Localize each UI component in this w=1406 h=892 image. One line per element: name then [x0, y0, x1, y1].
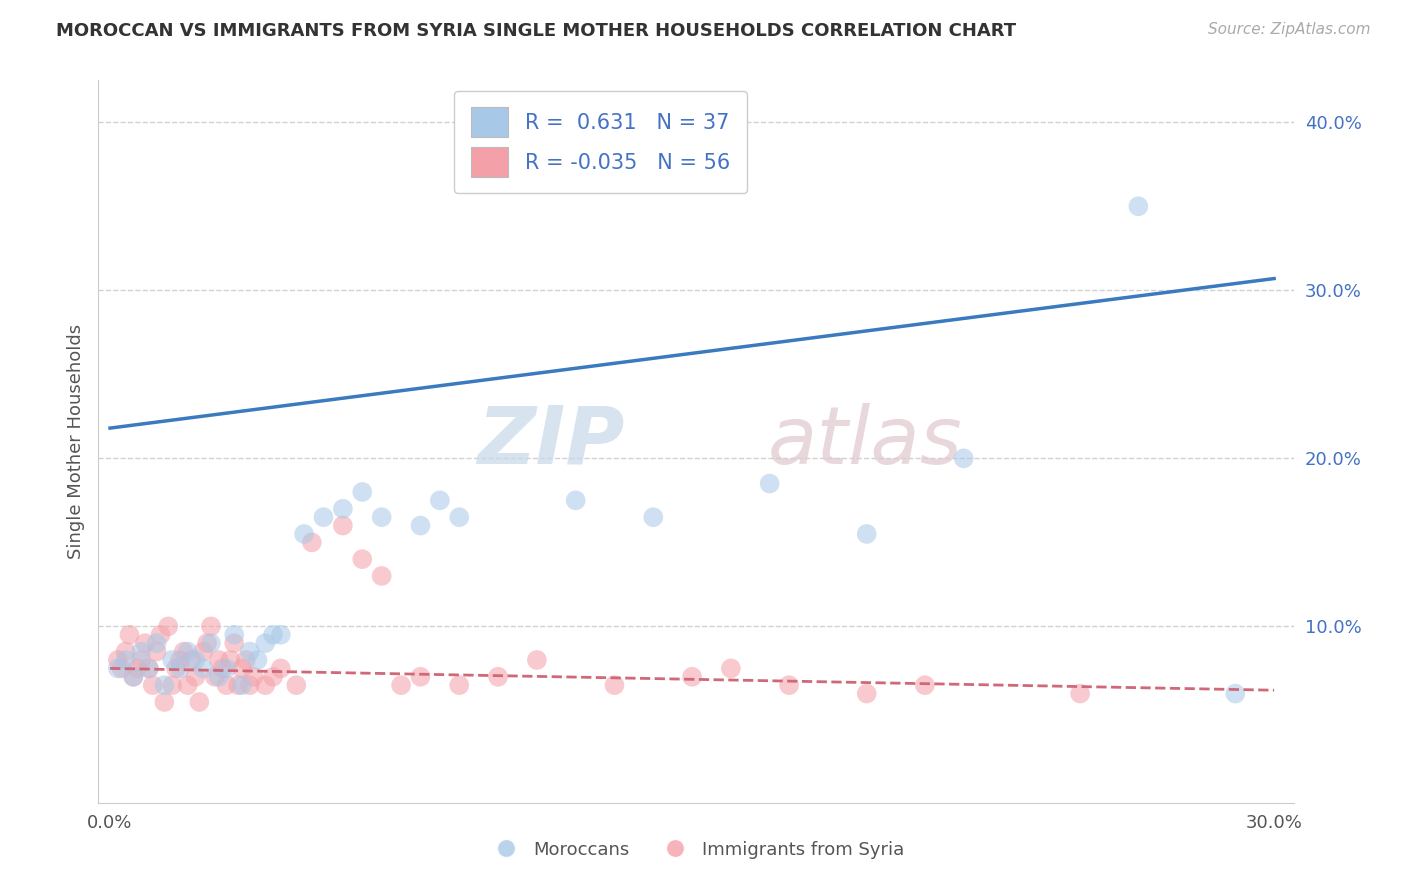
Point: [526, 653, 548, 667]
Point: [145, 636, 167, 650]
Point: [855, 527, 877, 541]
Point: [184, 653, 207, 667]
Point: [270, 628, 292, 642]
Point: [246, 653, 269, 667]
Point: [1225, 687, 1247, 701]
Point: [224, 636, 246, 650]
Point: [173, 644, 195, 658]
Point: [138, 661, 160, 675]
Point: [180, 653, 202, 667]
Point: [231, 678, 253, 692]
Point: [114, 644, 136, 658]
Point: [176, 644, 198, 658]
Point: [145, 644, 167, 658]
Point: [952, 451, 974, 466]
Point: [312, 510, 335, 524]
Point: [118, 628, 141, 642]
Point: [914, 678, 936, 692]
Point: [409, 518, 432, 533]
Point: [332, 518, 354, 533]
Legend: Moroccans, Immigrants from Syria: Moroccans, Immigrants from Syria: [481, 834, 911, 866]
Point: [114, 653, 136, 667]
Point: [160, 653, 183, 667]
Point: [778, 678, 800, 692]
Point: [129, 644, 152, 658]
Point: [193, 644, 215, 658]
Point: [153, 695, 176, 709]
Point: [242, 670, 264, 684]
Point: [486, 670, 509, 684]
Point: [681, 670, 703, 684]
Y-axis label: Single Mother Households: Single Mother Households: [66, 324, 84, 559]
Point: [643, 510, 665, 524]
Text: atlas: atlas: [768, 402, 963, 481]
Point: [157, 619, 180, 633]
Point: [129, 653, 152, 667]
Point: [352, 552, 374, 566]
Point: [370, 569, 392, 583]
Point: [855, 687, 877, 701]
Point: [122, 670, 145, 684]
Point: [149, 628, 172, 642]
Point: [107, 653, 129, 667]
Point: [370, 510, 392, 524]
Point: [200, 636, 222, 650]
Point: [122, 670, 145, 684]
Point: [107, 661, 129, 675]
Point: [409, 670, 432, 684]
Point: [564, 493, 586, 508]
Point: [215, 661, 238, 675]
Point: [254, 678, 277, 692]
Point: [235, 653, 257, 667]
Point: [449, 678, 471, 692]
Point: [270, 661, 292, 675]
Point: [389, 678, 412, 692]
Point: [188, 695, 211, 709]
Point: [169, 653, 191, 667]
Point: [720, 661, 742, 675]
Point: [301, 535, 323, 549]
Point: [254, 636, 277, 650]
Point: [285, 678, 308, 692]
Point: [142, 678, 165, 692]
Text: Source: ZipAtlas.com: Source: ZipAtlas.com: [1208, 22, 1371, 37]
Point: [758, 476, 780, 491]
Point: [226, 678, 249, 692]
Point: [134, 636, 156, 650]
Point: [219, 653, 242, 667]
Point: [239, 678, 262, 692]
Point: [449, 510, 471, 524]
Point: [224, 628, 246, 642]
Point: [193, 661, 215, 675]
Point: [111, 661, 134, 675]
Point: [184, 670, 207, 684]
Point: [176, 678, 198, 692]
Point: [127, 661, 149, 675]
Point: [215, 678, 238, 692]
Point: [603, 678, 626, 692]
Point: [208, 670, 231, 684]
Point: [160, 678, 183, 692]
Point: [239, 644, 262, 658]
Point: [1069, 687, 1091, 701]
Point: [352, 485, 374, 500]
Text: MOROCCAN VS IMMIGRANTS FROM SYRIA SINGLE MOTHER HOUSEHOLDS CORRELATION CHART: MOROCCAN VS IMMIGRANTS FROM SYRIA SINGLE…: [56, 22, 1017, 40]
Point: [231, 661, 253, 675]
Point: [169, 661, 191, 675]
Point: [208, 653, 231, 667]
Point: [153, 678, 176, 692]
Point: [195, 636, 218, 650]
Point: [165, 661, 187, 675]
Point: [429, 493, 451, 508]
Point: [200, 619, 222, 633]
Point: [211, 661, 233, 675]
Point: [204, 670, 226, 684]
Point: [138, 661, 160, 675]
Point: [1128, 199, 1150, 213]
Point: [332, 501, 354, 516]
Text: ZIP: ZIP: [477, 402, 624, 481]
Point: [262, 628, 284, 642]
Point: [262, 670, 284, 684]
Point: [292, 527, 315, 541]
